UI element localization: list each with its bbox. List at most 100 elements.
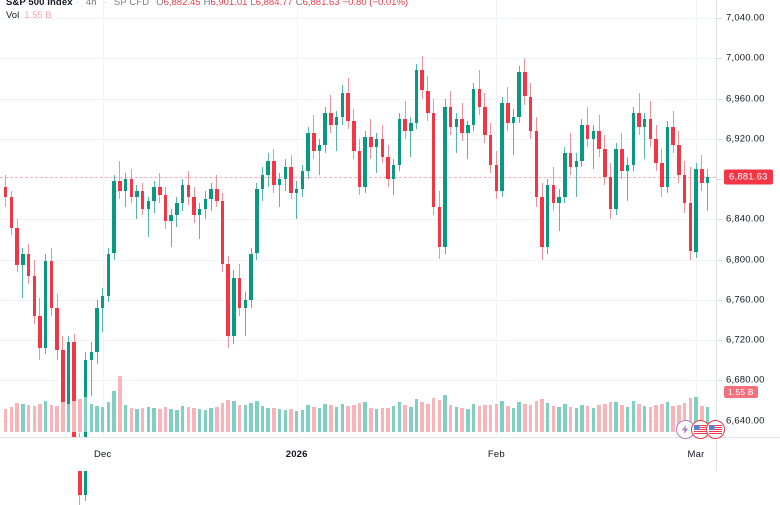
volume-bar xyxy=(203,410,208,432)
candle-wick xyxy=(244,291,246,337)
volume-bar xyxy=(175,409,179,432)
volume-bar xyxy=(26,405,31,432)
volume-bar xyxy=(260,406,265,432)
candle-body xyxy=(574,161,578,167)
volume-bar xyxy=(517,401,521,432)
axis-corner xyxy=(716,438,780,471)
volume-bar xyxy=(306,404,310,432)
grid-line xyxy=(0,18,716,20)
price-tick xyxy=(717,340,780,342)
volume-bar xyxy=(72,400,76,432)
price-tick xyxy=(717,259,780,261)
candle-body xyxy=(426,90,430,113)
volume-value-badge[interactable]: 1.55 B xyxy=(724,386,758,398)
volume-bar xyxy=(215,406,219,432)
candle-body xyxy=(289,167,293,194)
volume-bar xyxy=(283,409,287,432)
candle-body xyxy=(197,209,202,216)
grid-line xyxy=(0,299,716,301)
volume-bar xyxy=(272,408,276,432)
candle-wick xyxy=(296,181,298,220)
candle-body xyxy=(420,70,424,91)
volume-bar xyxy=(597,404,601,432)
price-tick xyxy=(717,219,780,221)
volume-bar xyxy=(494,404,499,432)
time-axis-label: Feb xyxy=(487,449,505,460)
candle-body xyxy=(55,307,59,351)
volume-bar xyxy=(448,404,453,432)
grid-line xyxy=(0,380,716,382)
volume-bar xyxy=(568,406,573,432)
volume-bar xyxy=(369,408,373,432)
volume-bar xyxy=(129,408,133,432)
candle-body xyxy=(95,307,99,353)
volume-bar xyxy=(38,403,42,432)
volume-bar xyxy=(243,405,248,432)
volume-bar xyxy=(483,404,487,432)
candle-body xyxy=(682,175,687,204)
volume-bar xyxy=(255,400,259,432)
candle-body xyxy=(631,112,635,165)
volume-bar xyxy=(43,401,48,432)
candle-body xyxy=(112,181,116,254)
volume-bar xyxy=(15,403,19,432)
candle-body xyxy=(534,130,538,198)
candle-body xyxy=(89,352,93,361)
candle-body xyxy=(585,124,590,139)
candle-body xyxy=(454,118,459,127)
volume-bar xyxy=(397,402,402,432)
chart-plot-area[interactable] xyxy=(0,0,716,505)
candle-body xyxy=(135,191,139,198)
volume-bar xyxy=(277,408,282,432)
price-tick xyxy=(717,179,780,181)
candle-body xyxy=(620,148,624,171)
candle-body xyxy=(186,185,190,198)
volume-bar xyxy=(654,405,658,432)
volume-bar xyxy=(391,406,396,432)
candle-wick xyxy=(147,197,149,238)
time-axis[interactable]: Dec 2026 Feb Mar xyxy=(0,437,780,471)
volume-bar xyxy=(614,401,618,432)
current-price-badge[interactable]: 6,881.63 xyxy=(724,169,773,185)
candle-wick xyxy=(279,173,281,208)
candle-body xyxy=(72,342,76,449)
price-axis[interactable]: 7,040.00 7,000.00 6,960.00 6,920.00 6,840.00… xyxy=(716,0,780,437)
candle-body xyxy=(608,177,613,210)
candle-body xyxy=(260,175,265,190)
time-axis-label: 2026 xyxy=(285,449,308,460)
candle-body xyxy=(38,315,42,349)
volume-bar xyxy=(443,395,447,432)
volume-bar xyxy=(625,406,630,432)
volume-bar xyxy=(694,396,698,432)
candle-body xyxy=(506,102,510,123)
candle-wick xyxy=(455,112,457,153)
volume-bar xyxy=(158,408,162,432)
candle-body xyxy=(300,171,305,190)
candle-body xyxy=(466,124,470,133)
candle-wick xyxy=(22,247,24,298)
candle-body xyxy=(397,118,402,165)
volume-bar xyxy=(648,407,653,432)
volume-bar xyxy=(266,407,270,432)
candle-body xyxy=(391,165,396,180)
volume-bar xyxy=(118,376,122,432)
volume-bar xyxy=(232,401,236,432)
candle-wick xyxy=(376,132,377,173)
volume-bar xyxy=(471,403,476,432)
candle-body xyxy=(215,189,219,202)
volume-bar xyxy=(665,401,670,432)
price-axis-label: 6,840.00 xyxy=(726,213,765,225)
us-flag-event-badge-2[interactable] xyxy=(706,419,725,439)
candle-body xyxy=(106,253,111,296)
volume-bar xyxy=(620,404,624,432)
candle-body xyxy=(66,342,71,407)
volume-bar xyxy=(163,407,168,432)
volume-bar xyxy=(374,409,379,432)
event-badges[interactable] xyxy=(676,419,725,439)
volume-bar xyxy=(386,407,390,432)
candle-body xyxy=(312,132,316,151)
volume-bar xyxy=(585,406,590,432)
candle-body xyxy=(483,106,487,135)
volume-bar xyxy=(540,399,544,432)
candle-body xyxy=(563,152,567,198)
